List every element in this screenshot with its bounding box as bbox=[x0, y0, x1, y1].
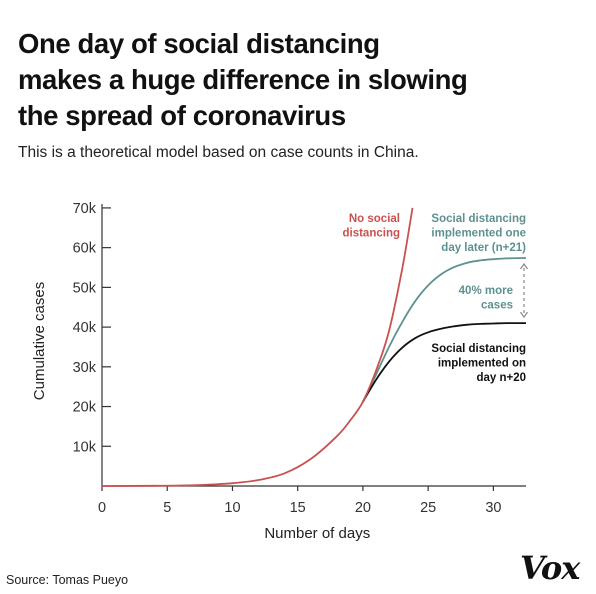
y-tick-label: 40k bbox=[73, 320, 97, 336]
title-line-1: One day of social distancing bbox=[18, 28, 380, 59]
series-line-n21 bbox=[362, 257, 527, 403]
x-tick-label: 30 bbox=[485, 500, 501, 516]
chart-subtitle: This is a theoretical model based on cas… bbox=[18, 144, 419, 161]
series-label-line: Social distancing bbox=[431, 343, 526, 355]
series-label-n20: Social distancing implemented on day n+20 bbox=[431, 343, 526, 384]
series-group bbox=[101, 207, 527, 487]
vox-logo: Vox bbox=[520, 549, 580, 587]
series-line-n20 bbox=[362, 322, 526, 403]
annotation-line: cases bbox=[481, 300, 513, 312]
x-tick-label: 5 bbox=[163, 500, 171, 516]
source-note: Source: Tomas Pueyo bbox=[6, 573, 129, 587]
x-tick-label: 10 bbox=[224, 500, 240, 516]
y-tick-label: 70k bbox=[73, 201, 97, 217]
annotation-more-cases: 40% more cases bbox=[459, 285, 513, 312]
annotation-arrowhead-top bbox=[520, 262, 528, 270]
series-label-line: implemented one bbox=[431, 228, 526, 240]
series-label-line: No social bbox=[349, 213, 400, 225]
chart-title: One day of social distancing makes a hug… bbox=[18, 26, 578, 134]
series-label-line: implemented on bbox=[438, 358, 526, 370]
series-line-no_distancing bbox=[101, 207, 414, 487]
series-label-line: distancing bbox=[342, 228, 400, 240]
title-line-3: the spread of coronavirus bbox=[18, 100, 346, 131]
annotation-line: 40% more bbox=[459, 285, 513, 297]
y-axis-title: Cumulative cases bbox=[31, 282, 48, 400]
y-tick-label: 20k bbox=[73, 400, 97, 416]
annotation-arrowhead-bottom bbox=[520, 311, 528, 319]
y-tick-label: 50k bbox=[73, 280, 97, 296]
series-label-n21: Social distancing implemented one day late… bbox=[431, 213, 526, 254]
series-label-line: day n+20 bbox=[476, 372, 526, 384]
x-tick-label: 15 bbox=[290, 500, 306, 516]
x-axis-title: Number of days bbox=[264, 525, 370, 542]
y-tick-label: 10k bbox=[73, 439, 97, 455]
series-label-line: day later (n+21) bbox=[441, 242, 526, 254]
title-line-2: makes a huge difference in slowing bbox=[18, 64, 468, 95]
series-label-line: Social distancing bbox=[431, 213, 526, 225]
series-label-no_distancing: No social distancing bbox=[342, 213, 400, 240]
x-tick-label: 0 bbox=[98, 500, 106, 516]
x-tick-label: 25 bbox=[420, 500, 436, 516]
x-tick-label: 20 bbox=[355, 500, 371, 516]
y-tick-label: 60k bbox=[73, 241, 97, 257]
y-tick-label: 30k bbox=[73, 360, 97, 376]
